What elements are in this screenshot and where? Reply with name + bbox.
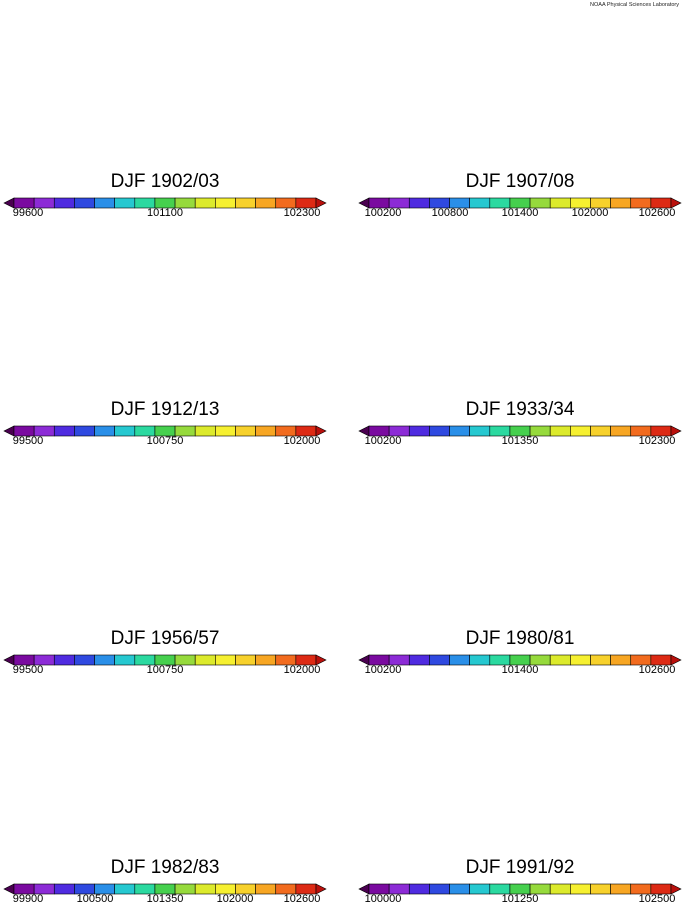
colorbar-tick-label: 100200 [364,664,402,676]
sea-level-pressure-map [0,457,330,632]
color-scale-bar [3,197,327,209]
colorbar [355,424,685,437]
panel-title: DJF 1956/57 [110,628,220,649]
sea-level-pressure-map [355,457,685,632]
colorbar-tick-label: 100000 [364,893,402,905]
colorbar-tick-label: 102600 [638,207,676,219]
colorbar-tick-label: 99600 [12,207,44,219]
colorbar-tick-label: 102000 [283,435,321,447]
colorbar-tick-label: 102000 [216,893,254,905]
map-panel: DJF 1956/57 99500 100750 102000 [0,457,330,682]
colorbar-tick-label: 102300 [638,435,676,447]
colorbar-tick-label: 99500 [12,435,44,447]
colorbar-tick-label: 102600 [283,893,321,905]
colorbar-tick-label: 102500 [638,893,676,905]
colorbar-tick-label: 101400 [501,664,539,676]
map-panel: DJF 1912/13 99500 100750 102000 [0,228,330,453]
colorbar-tick-label: 102000 [571,207,609,219]
color-scale-bar [3,883,327,895]
color-scale-bar [358,654,682,666]
panel-title: DJF 1980/81 [465,628,575,649]
colorbar-tick-label: 101350 [146,893,184,905]
color-scale-bar [3,654,327,666]
colorbar [355,653,685,666]
colorbar-tick-label: 99500 [12,664,44,676]
colorbar-tick-label: 100750 [146,664,184,676]
colorbar-tick-label: 100800 [431,207,469,219]
colorbar-tick-label: 100200 [364,435,402,447]
panel-title: DJF 1933/34 [465,399,575,420]
colorbar [355,196,685,209]
map-panel: DJF 1902/03 99600 101100 102300 [0,0,330,225]
panel-title: DJF 1902/03 [110,171,220,192]
sea-level-pressure-map [0,0,330,175]
colorbar [0,196,330,209]
map-panel: DJF 1982/83 99900 100500 101350 102000 102600 [0,686,330,911]
colorbar-tick-label: 101350 [501,435,539,447]
credit-label: NOAA Physical Sciences Laboratory [590,2,679,8]
colorbar [355,882,685,895]
sea-level-pressure-map [355,686,685,861]
colorbar-tick-label: 101250 [501,893,539,905]
map-panel: DJF 1991/92 100000 101250 102500 [355,686,685,911]
panel-title: DJF 1991/92 [465,857,575,878]
sea-level-pressure-map [355,228,685,403]
panel-title: DJF 1982/83 [110,857,220,878]
colorbar-tick-label: 100200 [364,207,402,219]
colorbar-tick-label: 102600 [638,664,676,676]
color-scale-bar [358,197,682,209]
panel-title: DJF 1912/13 [110,399,220,420]
colorbar [0,882,330,895]
map-panel: DJF 1980/81 100200 101400 102600 [355,457,685,682]
map-panel: DJF 1907/08 100200 100800 101400 102000 10260… [355,0,685,225]
sea-level-pressure-map [355,0,685,175]
sea-level-pressure-map [0,686,330,861]
colorbar-tick-label: 102000 [283,664,321,676]
color-scale-bar [3,425,327,437]
color-scale-bar [358,883,682,895]
colorbar-tick-label: 101400 [501,207,539,219]
map-panel: DJF 1933/34 100200 101350 102300 [355,228,685,453]
colorbar [0,653,330,666]
colorbar [0,424,330,437]
colorbar-tick-label: 102300 [283,207,321,219]
colorbar-tick-label: 101100 [147,207,183,219]
panel-title: DJF 1907/08 [465,171,575,192]
colorbar-tick-label: 99900 [12,893,44,905]
sea-level-pressure-map [0,228,330,403]
colorbar-tick-label: 100750 [146,435,184,447]
color-scale-bar [358,425,682,437]
colorbar-tick-label: 100500 [76,893,114,905]
